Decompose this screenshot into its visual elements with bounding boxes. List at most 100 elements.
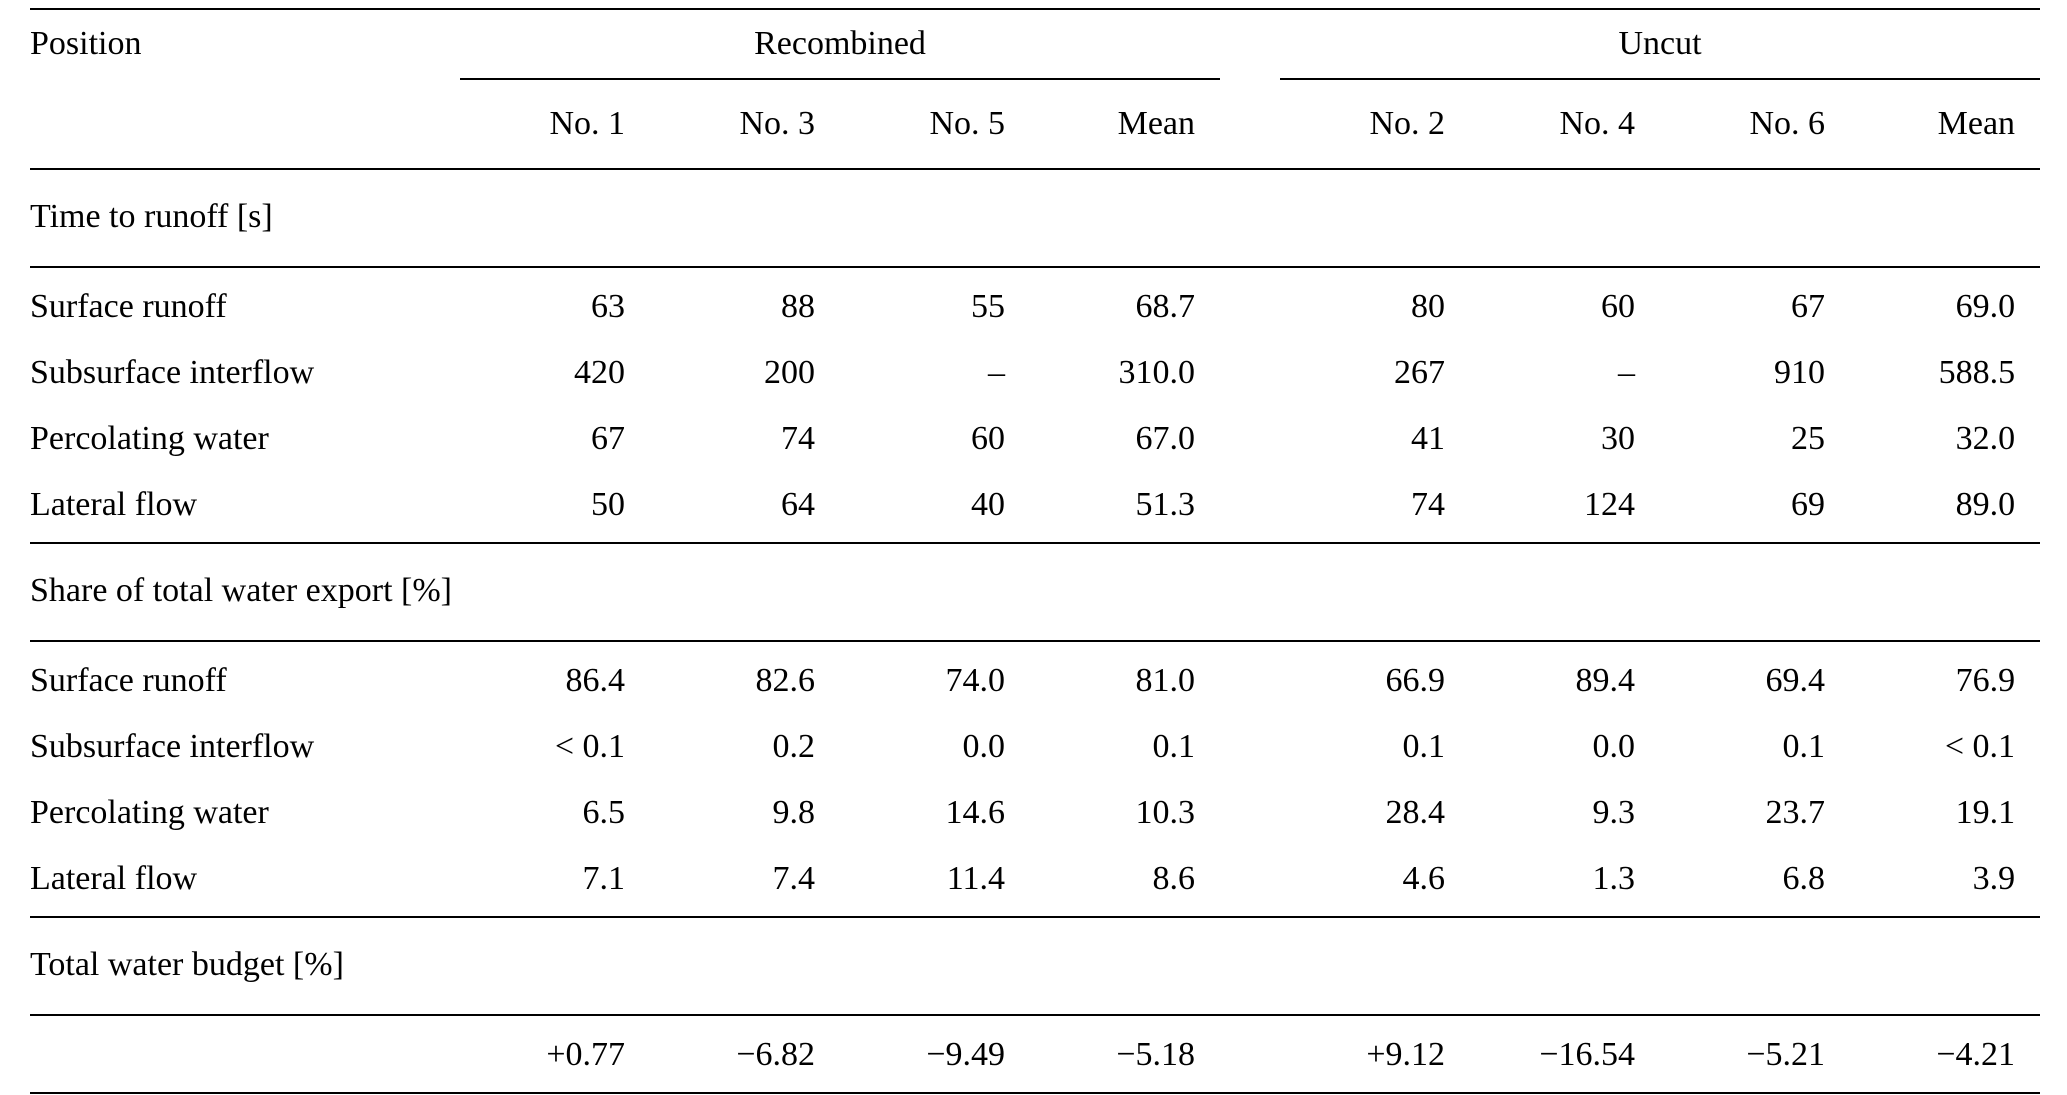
value-cell: −9.49 bbox=[840, 1015, 1030, 1094]
row-label: Surface runoff bbox=[30, 662, 227, 699]
row-label: Lateral flow bbox=[30, 846, 460, 918]
value-cell: 67 bbox=[591, 420, 625, 457]
value-cell: 89.4 bbox=[1575, 662, 1636, 699]
row-label: Surface runoff bbox=[30, 288, 227, 325]
column-header-row: No. 1 No. 3 No. 5 Mean No. 2 No. 4 No. 6… bbox=[30, 79, 2041, 170]
column-gap bbox=[1220, 780, 1280, 846]
column-gap bbox=[1220, 340, 1280, 406]
row-label: Lateral flow bbox=[30, 472, 460, 544]
value-cell: 310.0 bbox=[1118, 354, 1196, 391]
value-cell: 69.4 bbox=[1765, 662, 1826, 699]
value-cell: 10.3 bbox=[1135, 794, 1196, 831]
column-gap bbox=[1220, 714, 1280, 780]
table-row: +0.77 −6.82 −9.49 −5.18 +9.12 −16.54 −5.… bbox=[30, 1015, 2041, 1094]
value-cell: 3.9 bbox=[1850, 846, 2041, 918]
column-header-position: Position bbox=[30, 8, 460, 170]
row-label: Subsurface interflow bbox=[30, 728, 315, 765]
value-cell: 69 bbox=[1660, 472, 1851, 544]
column-gap bbox=[1220, 267, 1280, 340]
value-cell: 1.3 bbox=[1470, 846, 1661, 918]
value-cell: 28.4 bbox=[1385, 794, 1446, 831]
value-cell: < 0.1 bbox=[554, 728, 625, 765]
value-cell: +0.77 bbox=[460, 1015, 650, 1094]
value-cell: 40 bbox=[840, 472, 1030, 544]
group-header-row: Position Recombined Uncut bbox=[30, 8, 2041, 170]
value-cell: 66.9 bbox=[1385, 662, 1446, 699]
value-cell: 67 bbox=[1791, 288, 1826, 325]
value-cell: 0.1 bbox=[1782, 728, 1826, 765]
value-cell: −5.18 bbox=[1030, 1015, 1221, 1094]
value-cell: 7.1 bbox=[460, 846, 650, 918]
table-row: Subsurface interflow 420 200 – 310.0 267… bbox=[30, 340, 2040, 406]
value-cell: 14.6 bbox=[945, 794, 1006, 831]
column-gap bbox=[1220, 641, 1280, 714]
column-header-no4: No. 4 bbox=[1470, 79, 1661, 170]
column-header-no3: No. 3 bbox=[650, 79, 840, 170]
value-cell: – bbox=[988, 354, 1005, 391]
value-cell: 0.1 bbox=[1152, 728, 1196, 765]
value-cell: 63 bbox=[591, 288, 625, 325]
value-cell: 32.0 bbox=[1955, 420, 2016, 457]
column-header-no6: No. 6 bbox=[1660, 79, 1851, 170]
value-cell: 6.5 bbox=[582, 794, 626, 831]
column-gap bbox=[1220, 846, 1281, 918]
section-header-row: Time to runoff [s] bbox=[30, 169, 2041, 268]
value-cell: 64 bbox=[650, 472, 840, 544]
value-cell: 55 bbox=[971, 288, 1005, 325]
column-header-no2: No. 2 bbox=[1280, 79, 1471, 170]
value-cell: 67.0 bbox=[1135, 420, 1196, 457]
column-header-no5: No. 5 bbox=[840, 79, 1030, 170]
value-cell: −5.21 bbox=[1660, 1015, 1851, 1094]
value-cell: 69.0 bbox=[1955, 288, 2016, 325]
value-cell: 60 bbox=[1601, 288, 1636, 325]
value-cell: 588.5 bbox=[1938, 354, 2016, 391]
value-cell: 11.4 bbox=[840, 846, 1030, 918]
value-cell: 8.6 bbox=[1030, 846, 1221, 918]
value-cell: < 0.1 bbox=[1944, 728, 2016, 765]
results-table: Position Recombined Uncut No. 1 No. 3 No… bbox=[30, 8, 2041, 1094]
value-cell: 80 bbox=[1411, 288, 1446, 325]
table-row: Lateral flow 50 64 40 51.3 74 124 69 89.… bbox=[30, 472, 2041, 544]
value-cell: 89.0 bbox=[1850, 472, 2041, 544]
column-header-mean-uncut: Mean bbox=[1850, 79, 2041, 170]
value-cell: 88 bbox=[781, 288, 815, 325]
section-header-row: Share of total water export [%] bbox=[30, 543, 2041, 642]
value-cell: 50 bbox=[460, 472, 650, 544]
value-cell: 0.0 bbox=[962, 728, 1006, 765]
value-cell: 74.0 bbox=[945, 662, 1006, 699]
value-cell: 68.7 bbox=[1135, 288, 1196, 325]
table-row: Surface runoff 63 88 55 68.7 80 60 67 69… bbox=[30, 267, 2040, 340]
section-title-share-of-export: Share of total water export [%] bbox=[30, 543, 2041, 642]
value-cell: 60 bbox=[971, 420, 1005, 457]
row-label: Percolating water bbox=[30, 420, 269, 457]
table-row: Lateral flow 7.1 7.4 11.4 8.6 4.6 1.3 6.… bbox=[30, 846, 2041, 918]
value-cell: 267 bbox=[1394, 354, 1446, 391]
value-cell: 82.6 bbox=[755, 662, 816, 699]
table-row: Surface runoff 86.4 82.6 74.0 81.0 66.9 … bbox=[30, 641, 2040, 714]
value-cell: 86.4 bbox=[565, 662, 626, 699]
value-cell: 6.8 bbox=[1660, 846, 1851, 918]
value-cell: 0.0 bbox=[1592, 728, 1636, 765]
value-cell: 76.9 bbox=[1955, 662, 2016, 699]
value-cell: −16.54 bbox=[1470, 1015, 1661, 1094]
value-cell: 9.3 bbox=[1592, 794, 1636, 831]
value-cell: 19.1 bbox=[1955, 794, 2016, 831]
value-cell: 41 bbox=[1411, 420, 1446, 457]
value-cell: −4.21 bbox=[1850, 1015, 2041, 1094]
section-title-time-to-runoff: Time to runoff [s] bbox=[30, 169, 2041, 268]
value-cell: −6.82 bbox=[650, 1015, 840, 1094]
value-cell: 910 bbox=[1774, 354, 1826, 391]
value-cell: 23.7 bbox=[1765, 794, 1826, 831]
row-label bbox=[30, 1015, 460, 1094]
value-cell: 7.4 bbox=[650, 846, 840, 918]
column-gap bbox=[1220, 406, 1280, 472]
value-cell: 74 bbox=[781, 420, 815, 457]
value-cell: 4.6 bbox=[1280, 846, 1471, 918]
value-cell: +9.12 bbox=[1280, 1015, 1471, 1094]
value-cell: 30 bbox=[1601, 420, 1636, 457]
column-header-no1: No. 1 bbox=[460, 79, 650, 170]
value-cell: 25 bbox=[1791, 420, 1826, 457]
column-header-mean-recombined: Mean bbox=[1030, 79, 1221, 170]
value-cell: 0.1 bbox=[1402, 728, 1446, 765]
